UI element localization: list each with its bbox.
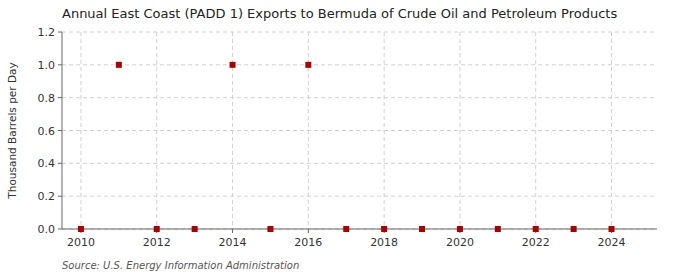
- chart: Annual East Coast (PADD 1) Exports to Be…: [0, 0, 675, 275]
- point: [192, 226, 198, 232]
- point: [533, 226, 539, 232]
- x-axis-line: [62, 229, 657, 230]
- grid-line-y: [62, 196, 657, 197]
- y-axis-line: [62, 32, 63, 229]
- grid-line-x: [459, 32, 460, 229]
- tick-x: [232, 229, 233, 233]
- point: [457, 226, 463, 232]
- grid-line-y: [62, 130, 657, 131]
- point: [154, 226, 160, 232]
- tick-label-y: 1.2: [38, 26, 56, 39]
- tick-y: [58, 32, 62, 33]
- tick-label-y: 1.0: [38, 59, 56, 72]
- tick-label-y: 0.0: [38, 223, 56, 236]
- tick-label-y: 0.6: [38, 125, 56, 138]
- point: [305, 62, 311, 68]
- grid-line-x: [535, 32, 536, 229]
- tick-label-x: 2022: [522, 236, 550, 249]
- tick-y: [58, 229, 62, 230]
- grid-line-x: [384, 32, 385, 229]
- grid-line-y: [62, 64, 657, 65]
- tick-y: [58, 130, 62, 131]
- grid-line-x: [308, 32, 309, 229]
- tick-y: [58, 196, 62, 197]
- points: [78, 62, 615, 232]
- point: [78, 226, 84, 232]
- tick-label-y: 0.8: [38, 92, 56, 105]
- tick-label-x: 2012: [143, 236, 171, 249]
- axes: 0.0 0.2 0.4 0.6 0.8 1.0 1.2 2010 2012 2014 2016 201…: [38, 26, 658, 249]
- tick-label-x: 2014: [219, 236, 247, 249]
- y-axis-label: Thousand Barrels per Day: [6, 62, 18, 199]
- tick-label-x: 2016: [294, 236, 322, 249]
- source: Source: U.S. Energy Information Administ…: [62, 260, 299, 271]
- title: Annual East Coast (PADD 1) Exports to Be…: [62, 6, 617, 21]
- grid-line-y: [62, 97, 657, 98]
- tick-y: [58, 64, 62, 65]
- point: [495, 226, 501, 232]
- grid-line-x: [611, 32, 612, 229]
- point: [343, 226, 349, 232]
- grid-line-x: [232, 32, 233, 229]
- point: [230, 62, 236, 68]
- grid-line-y: [62, 163, 657, 164]
- tick-label-y: 0.2: [38, 190, 56, 203]
- point: [609, 226, 615, 232]
- point: [419, 226, 425, 232]
- tick-label-x: 2018: [370, 236, 398, 249]
- tick-label-x: 2024: [598, 236, 626, 249]
- tick-y: [58, 163, 62, 164]
- point: [116, 62, 122, 68]
- tick-label-y: 0.4: [38, 157, 56, 170]
- grid-line-x: [156, 32, 157, 229]
- grid-line-y: [62, 229, 657, 230]
- tick-x: [308, 229, 309, 233]
- tick-y: [58, 97, 62, 98]
- tick-label-x: 2010: [67, 236, 95, 249]
- point: [381, 226, 387, 232]
- grid: [62, 32, 657, 229]
- point: [267, 226, 273, 232]
- grid-line-x: [80, 32, 81, 229]
- grid-line-y: [62, 32, 657, 33]
- point: [571, 226, 577, 232]
- tick-label-x: 2020: [446, 236, 474, 249]
